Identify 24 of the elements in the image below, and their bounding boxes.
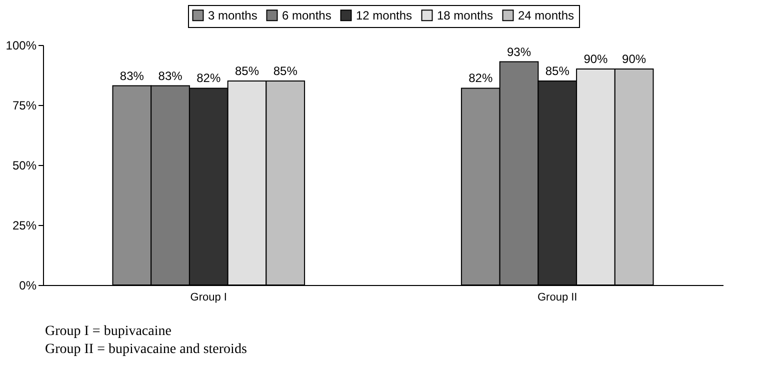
data-label: 90%	[584, 52, 608, 66]
legend-label: 6 months	[282, 8, 332, 22]
legend-label: 24 months	[518, 8, 574, 22]
y-tick-label: 50%	[12, 158, 37, 172]
legend-label: 18 months	[437, 8, 494, 22]
x-tick-label: Group I	[190, 292, 227, 304]
data-label: 82%	[196, 71, 221, 86]
data-label: 90%	[622, 52, 646, 66]
y-tick-label: 0%	[19, 278, 37, 292]
data-label: 85%	[545, 64, 570, 78]
x-tick-label: Group II	[537, 292, 578, 304]
text: Group I = bupivacaine	[45, 323, 172, 341]
data-label: 83%	[120, 68, 144, 83]
data-label: 93%	[506, 44, 532, 59]
y-tick-label: 100%	[6, 38, 37, 52]
data-label: 83%	[158, 68, 183, 83]
y-tick-label: 25%	[12, 218, 37, 232]
y-tick-label: 75%	[12, 98, 37, 112]
data-label: 85%	[234, 64, 260, 78]
text: Group II = bupivacaine and steroids	[45, 341, 248, 359]
data-label: 85%	[273, 64, 298, 78]
data-label: 82%	[468, 71, 493, 86]
legend-label: 12 months	[356, 8, 412, 22]
legend-label: 3 months	[208, 8, 258, 22]
